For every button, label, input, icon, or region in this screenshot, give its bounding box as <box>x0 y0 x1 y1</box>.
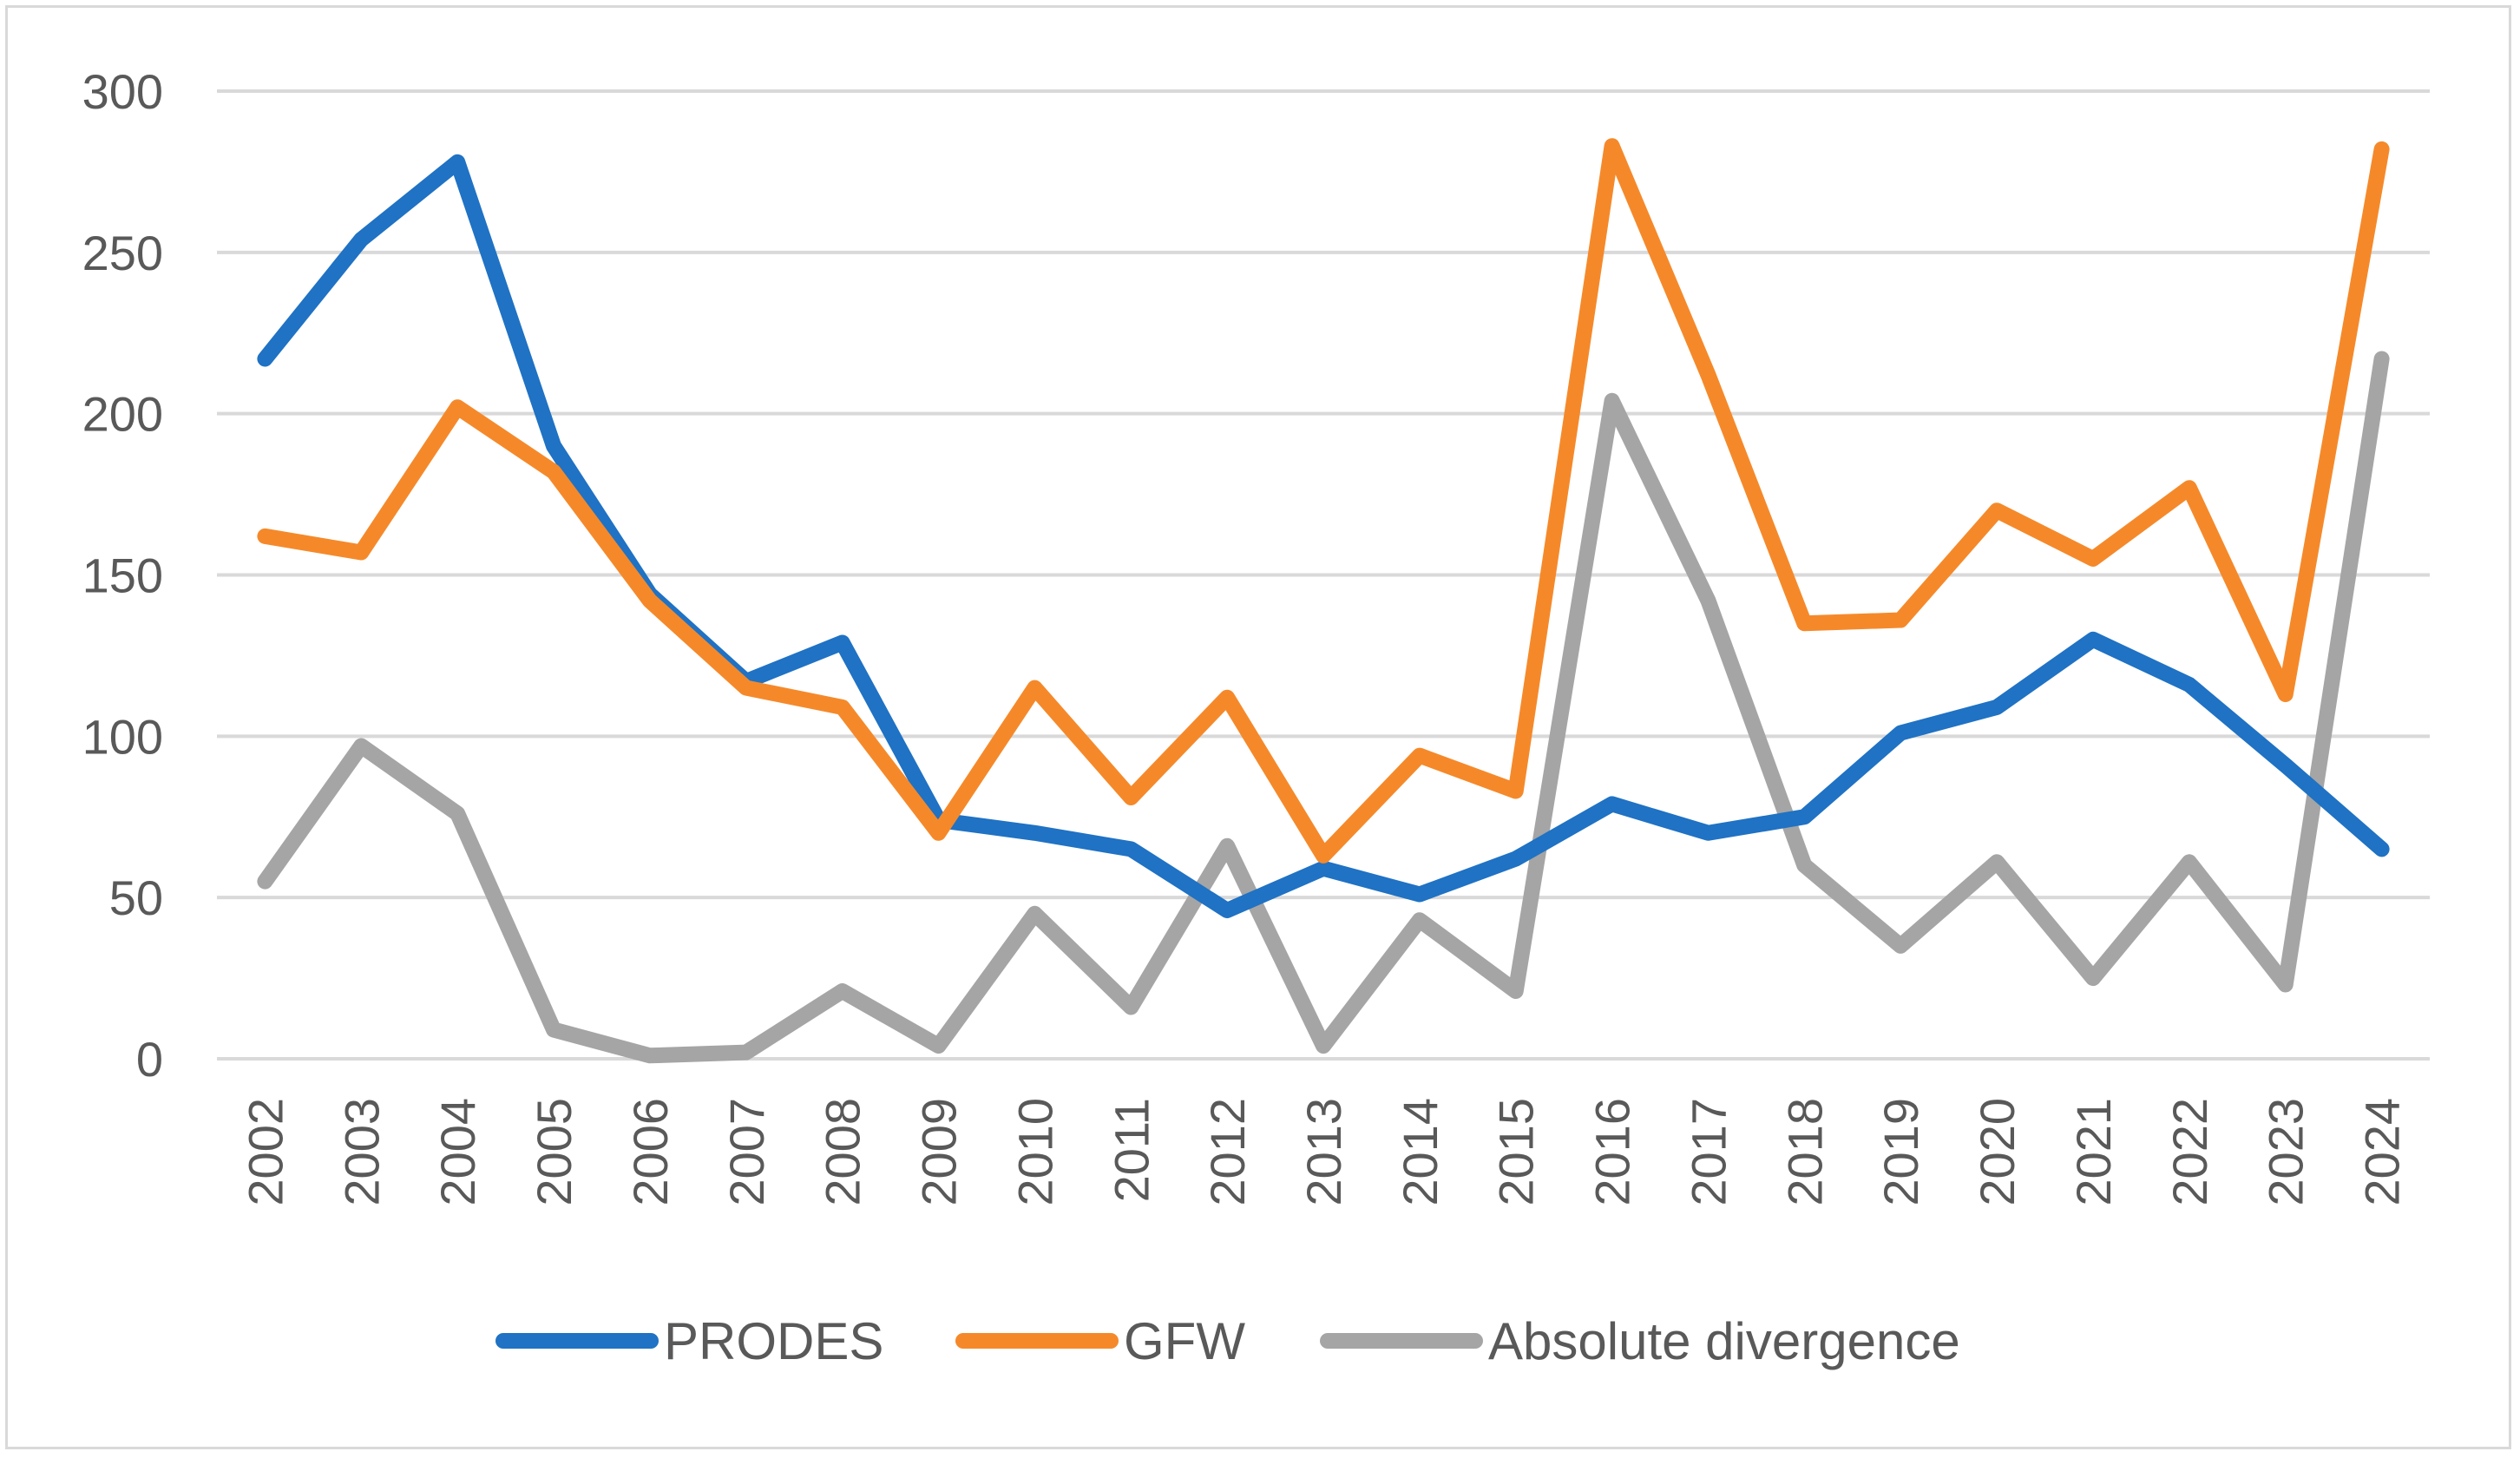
y-tick-label: 50 <box>109 870 163 925</box>
x-tick-label: 2008 <box>816 1098 870 1206</box>
legend-label: Absolute divergence <box>1488 1312 1960 1370</box>
y-tick-label: 250 <box>82 226 163 280</box>
x-tick-label: 2005 <box>527 1098 581 1206</box>
y-tick-label: 150 <box>82 548 163 603</box>
y-tick-label: 200 <box>82 387 163 442</box>
x-tick-label: 2023 <box>2259 1098 2313 1206</box>
x-tick-label: 2022 <box>2162 1098 2217 1206</box>
x-tick-label: 2018 <box>1777 1098 1832 1206</box>
x-tick-label: 2007 <box>719 1098 774 1206</box>
x-axis-ticks: 2002 2003 2004 2005 2006 2007 2008 2009 2010 2011… <box>238 1098 2409 1206</box>
x-tick-label: 2010 <box>1007 1098 1062 1206</box>
y-tick-label: 300 <box>82 64 163 119</box>
legend-label: PRODES <box>664 1312 883 1370</box>
chart-frame <box>5 5 2511 1449</box>
legend: PRODES GFW Absolute divergence <box>495 1312 1960 1370</box>
gridlines <box>217 89 2430 1061</box>
x-tick-label: 2021 <box>2066 1098 2121 1206</box>
x-tick-label: 2014 <box>1393 1098 1447 1206</box>
legend-label: GFW <box>1124 1312 1245 1370</box>
x-tick-label: 2012 <box>1200 1098 1255 1206</box>
x-tick-label: 2015 <box>1489 1098 1544 1206</box>
x-tick-label: 2024 <box>2355 1098 2410 1206</box>
y-axis-ticks: 0 50 100 150 200 250 300 <box>82 64 163 1087</box>
x-tick-label: 2004 <box>430 1098 485 1206</box>
y-tick-label: 100 <box>82 709 163 764</box>
x-tick-label: 2016 <box>1585 1098 1640 1206</box>
x-tick-label: 2006 <box>623 1098 678 1206</box>
x-tick-label: 2020 <box>1970 1098 2025 1206</box>
x-tick-label: 2017 <box>1681 1098 1736 1206</box>
x-tick-label: 2013 <box>1296 1098 1351 1206</box>
series-line-gfw <box>257 138 2390 864</box>
series-line-absolute-divergence <box>257 351 2390 1064</box>
y-tick-label: 0 <box>136 1032 163 1087</box>
x-tick-label: 2019 <box>1874 1098 1928 1206</box>
x-tick-label: 2002 <box>238 1098 292 1206</box>
series-lines <box>257 138 2390 1064</box>
x-tick-label: 2003 <box>334 1098 389 1206</box>
x-tick-label: 2009 <box>912 1098 967 1206</box>
x-tick-label: 2011 <box>1104 1098 1158 1202</box>
